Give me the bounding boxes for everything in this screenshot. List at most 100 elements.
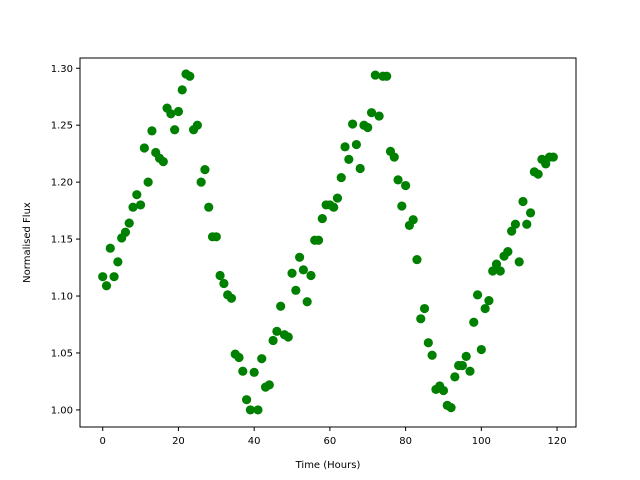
data-point	[313, 235, 324, 245]
data-point	[166, 109, 176, 119]
data-point	[491, 259, 502, 269]
data-point	[541, 159, 551, 169]
data-point	[241, 395, 252, 405]
data-point	[469, 317, 479, 327]
data-point	[548, 152, 558, 162]
data-point	[427, 350, 437, 360]
data-point	[518, 196, 528, 207]
data-point	[416, 314, 426, 324]
data-point	[480, 303, 490, 314]
data-point	[234, 352, 244, 363]
data-point	[317, 213, 327, 224]
x-tick-label: 20	[172, 436, 185, 447]
data-point	[476, 344, 486, 355]
data-point	[457, 360, 468, 371]
data-point	[272, 326, 282, 336]
data-point	[450, 372, 460, 382]
data-point	[465, 366, 475, 376]
data-point	[177, 85, 187, 95]
data-point	[219, 278, 229, 289]
data-point	[135, 200, 146, 210]
data-point	[120, 227, 131, 237]
data-point	[291, 285, 301, 295]
data-point	[332, 193, 343, 203]
data-point	[336, 172, 346, 183]
data-point	[393, 175, 403, 185]
data-points	[98, 69, 558, 415]
data-point	[109, 272, 119, 282]
data-point	[101, 281, 112, 291]
data-point	[329, 202, 339, 212]
data-point	[196, 177, 206, 187]
data-point	[389, 152, 399, 162]
data-point	[200, 165, 210, 175]
data-point	[298, 265, 308, 275]
data-point	[105, 243, 115, 253]
data-point	[472, 290, 483, 300]
data-point	[98, 272, 108, 282]
data-point	[249, 367, 259, 377]
data-point	[113, 257, 123, 267]
y-tick-label: 1.05	[51, 348, 73, 359]
data-point	[204, 202, 214, 212]
data-point	[533, 169, 543, 179]
data-point	[397, 201, 407, 211]
data-point	[215, 270, 225, 281]
x-tick-label: 100	[472, 436, 491, 447]
data-point	[170, 125, 180, 135]
data-point	[211, 232, 221, 242]
data-point	[348, 119, 358, 129]
data-point	[287, 268, 297, 278]
data-point	[503, 247, 513, 257]
x-axis-label: Time (Hours)	[295, 460, 361, 471]
y-tick-label: 1.10	[51, 292, 73, 303]
y-tick-label: 1.00	[51, 405, 73, 416]
data-point	[173, 106, 184, 117]
data-point	[306, 270, 316, 281]
data-point	[295, 252, 305, 262]
y-tick-label: 1.20	[51, 178, 73, 189]
data-point	[355, 163, 365, 174]
x-tick-label: 80	[399, 436, 412, 447]
data-point	[363, 122, 373, 133]
data-point	[185, 71, 195, 81]
data-point	[488, 266, 498, 276]
x-tick-label: 60	[324, 436, 337, 447]
data-point	[423, 338, 433, 348]
data-point	[226, 293, 237, 303]
data-point	[257, 354, 267, 364]
data-point	[374, 111, 384, 121]
y-tick-label: 1.25	[51, 121, 73, 132]
y-axis-ticks: 1.00 1.05 1.10 1.15 1.20 1.25 1.30	[51, 64, 80, 416]
y-axis-label: Normalised Flux	[22, 202, 33, 283]
data-point	[514, 257, 524, 267]
data-point	[412, 254, 422, 265]
data-point	[507, 226, 517, 236]
data-point	[495, 266, 505, 276]
data-point	[147, 126, 157, 136]
data-point	[128, 202, 138, 212]
x-tick-label: 40	[248, 436, 261, 447]
x-tick-label: 120	[548, 436, 567, 447]
data-point	[419, 303, 430, 314]
x-tick-label: 0	[100, 436, 106, 447]
data-point	[401, 180, 411, 191]
data-point	[139, 143, 149, 153]
data-point	[302, 297, 312, 307]
data-point	[370, 70, 380, 80]
data-point	[510, 219, 521, 229]
data-point	[264, 380, 274, 390]
data-point	[408, 215, 418, 225]
data-point	[522, 219, 532, 229]
x-axis-ticks: 0 20 40 60 80 100 120	[100, 427, 567, 447]
data-point	[283, 332, 293, 342]
data-point	[268, 335, 278, 346]
data-point	[253, 405, 263, 415]
data-point	[525, 208, 536, 218]
data-point	[143, 177, 153, 187]
data-point	[366, 108, 377, 118]
data-point	[245, 405, 255, 415]
data-point	[192, 120, 202, 130]
data-point	[461, 351, 471, 361]
